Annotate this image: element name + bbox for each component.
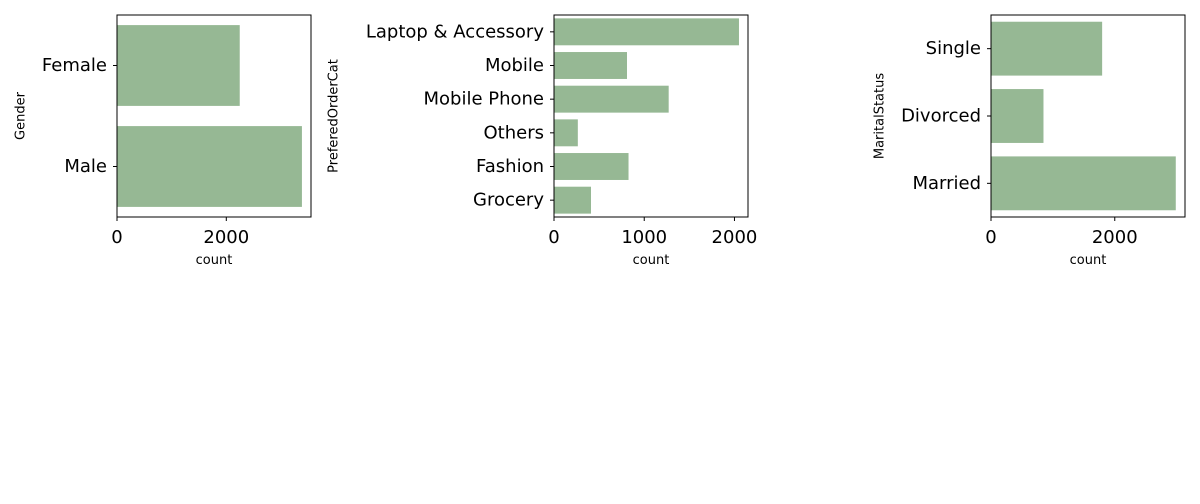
x-tick-label: 1000 [621,227,667,248]
subplot-gender: Female Male 0 2000 count Gender [14,14,312,268]
bar-single [991,21,1103,76]
x-tick-label: 2000 [203,227,249,248]
bar-male [117,126,302,207]
y-tick-label-male: Male [64,156,107,177]
x-axis-label: count [633,253,670,268]
subplot-preferedordercat: Laptop & Accessory Mobile Mobile Phone Othe… [327,14,758,268]
y-tick-label-married: Married [912,173,981,194]
bar-mobile-phone [554,85,669,113]
bar-female [117,25,240,106]
y-axis-label: MaritalStatus [873,73,888,159]
y-axis-label: Gender [14,91,29,140]
bar-grocery [554,186,591,214]
x-tick-label: 2000 [712,227,758,248]
axes-frame [116,14,312,218]
bar-fashion [554,153,629,180]
y-tick-label-single: Single [926,38,981,59]
axes-frame [553,14,749,218]
y-tick-label-fashion: Fashion [476,156,544,177]
y-tick-label-mobile-phone: Mobile Phone [423,89,544,110]
bar-others [554,119,578,147]
x-tick-label: 0 [548,227,559,248]
x-axis-label: count [196,253,233,268]
y-tick-label-female: Female [42,55,107,76]
bar-mobile [554,52,627,79]
x-axis-label: count [1070,253,1107,268]
bar-married [991,156,1176,211]
y-tick-label-grocery: Grocery [473,190,544,211]
bar-laptop-accessory [554,18,739,46]
y-tick-label-mobile: Mobile [485,55,544,76]
x-tick-label: 0 [985,227,996,248]
axes-frame [990,14,1186,218]
x-tick-label: 2000 [1092,227,1138,248]
y-tick-label-laptop-accessory: Laptop & Accessory [366,21,544,42]
y-tick-label-divorced: Divorced [901,106,981,127]
x-tick-label: 0 [111,227,122,248]
bar-divorced [991,89,1044,143]
subplot-maritalstatus: Single Divorced Married 0 2000 count MaritalSt… [873,14,1186,268]
y-tick-label-others: Others [484,122,545,143]
y-axis-label: PreferedOrderCat [327,59,342,173]
